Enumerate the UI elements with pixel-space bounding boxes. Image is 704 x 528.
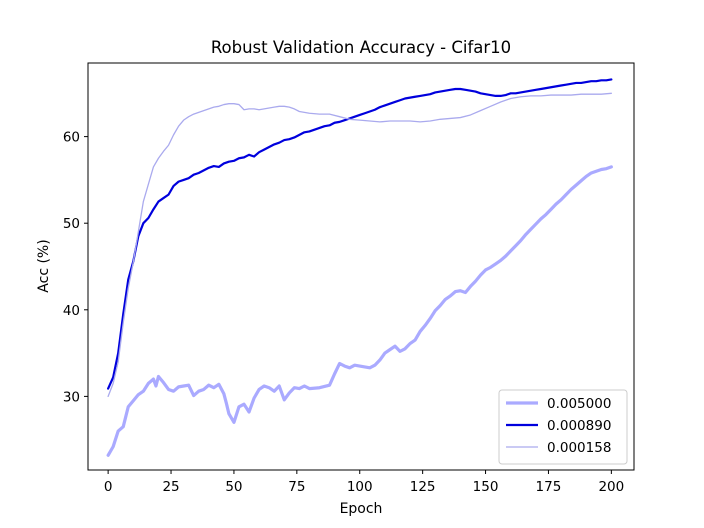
y-tick-label-3: 60	[63, 130, 80, 146]
x-tick-label-7: 175	[536, 479, 562, 495]
x-axis: 0 25 50 75 100 125 150 175 200	[104, 470, 624, 495]
chart-title: Robust Validation Accuracy - Cifar10	[211, 38, 511, 57]
x-tick-label-3: 75	[288, 479, 305, 495]
legend: 0.005000 0.000890 0.000158	[498, 389, 628, 465]
x-tick-label-0: 0	[104, 479, 113, 495]
series-layer	[106, 78, 613, 457]
plot-frame	[87, 62, 635, 471]
legend-label-2: 0.000158	[547, 440, 611, 456]
x-tick-label-4: 100	[347, 479, 373, 495]
x-tick-label-1: 25	[162, 479, 179, 495]
y-tick-label-0: 30	[63, 389, 80, 405]
series-line-1	[107, 78, 613, 390]
y-tick-label-1: 40	[63, 303, 80, 319]
y-axis-title: Acc (%)	[36, 239, 52, 292]
x-tick-label-5: 125	[410, 479, 436, 495]
legend-label-1: 0.000890	[547, 418, 611, 434]
x-axis-title: Epoch	[340, 501, 383, 517]
y-axis: 30 40 50 60	[63, 130, 88, 405]
legend-frame	[498, 389, 628, 465]
x-tick-label-6: 150	[473, 479, 499, 495]
x-tick-label-2: 50	[225, 479, 242, 495]
series-line-0	[106, 165, 613, 457]
x-tick-label-8: 200	[598, 479, 624, 495]
legend-items: 0.005000 0.000890 0.000158	[506, 396, 611, 456]
y-tick-label-2: 50	[63, 216, 80, 232]
series-line-2	[107, 92, 612, 398]
legend-label-0: 0.005000	[547, 396, 611, 412]
